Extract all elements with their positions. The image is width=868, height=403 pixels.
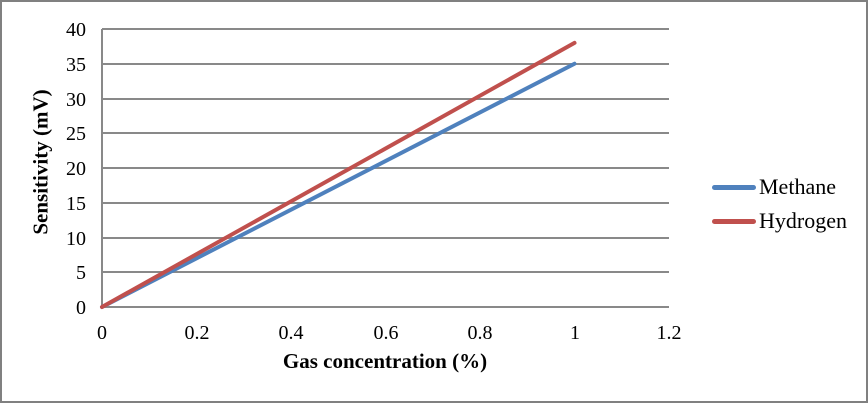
y-tick-label: 10 — [66, 228, 86, 250]
gridline — [102, 202, 669, 204]
series-line-hydrogen — [100, 40, 577, 309]
y-tick-label: 15 — [66, 193, 86, 215]
legend: Methane Hydrogen — [712, 170, 847, 238]
x-tick-label: 1 — [570, 322, 580, 344]
x-tick-label: 0.8 — [467, 322, 493, 344]
gridline — [102, 63, 669, 65]
x-axis-title: Gas concentration (%) — [282, 349, 488, 373]
y-tick-label: 35 — [66, 54, 86, 76]
gridline — [102, 167, 669, 169]
y-axis-line — [101, 29, 103, 308]
gridline — [102, 132, 669, 134]
x-tick-label: 0.2 — [184, 322, 210, 344]
legend-label: Hydrogen — [759, 208, 847, 233]
y-tick-label: 40 — [66, 19, 86, 41]
gridline — [102, 28, 669, 30]
legend-item-methane: Methane — [712, 170, 847, 204]
x-tick-label: 0 — [97, 322, 107, 344]
y-tick-label: 5 — [76, 262, 86, 284]
legend-item-hydrogen: Hydrogen — [712, 204, 847, 238]
x-tick-label: 1.2 — [656, 322, 682, 344]
gridline — [102, 98, 669, 100]
legend-line-swatch — [712, 184, 756, 190]
legend-label: Methane — [759, 174, 836, 199]
y-tick-label: 0 — [76, 297, 86, 319]
y-tick-label: 30 — [66, 89, 86, 111]
x-tick-label: 0.6 — [373, 322, 399, 344]
gridline — [102, 271, 669, 273]
legend-line-swatch — [712, 218, 756, 224]
y-tick-label: 25 — [66, 123, 86, 145]
x-tick-label: 0.4 — [278, 322, 304, 344]
gridline — [102, 237, 669, 239]
y-tick-label: 20 — [66, 158, 86, 180]
gridline — [102, 306, 669, 308]
